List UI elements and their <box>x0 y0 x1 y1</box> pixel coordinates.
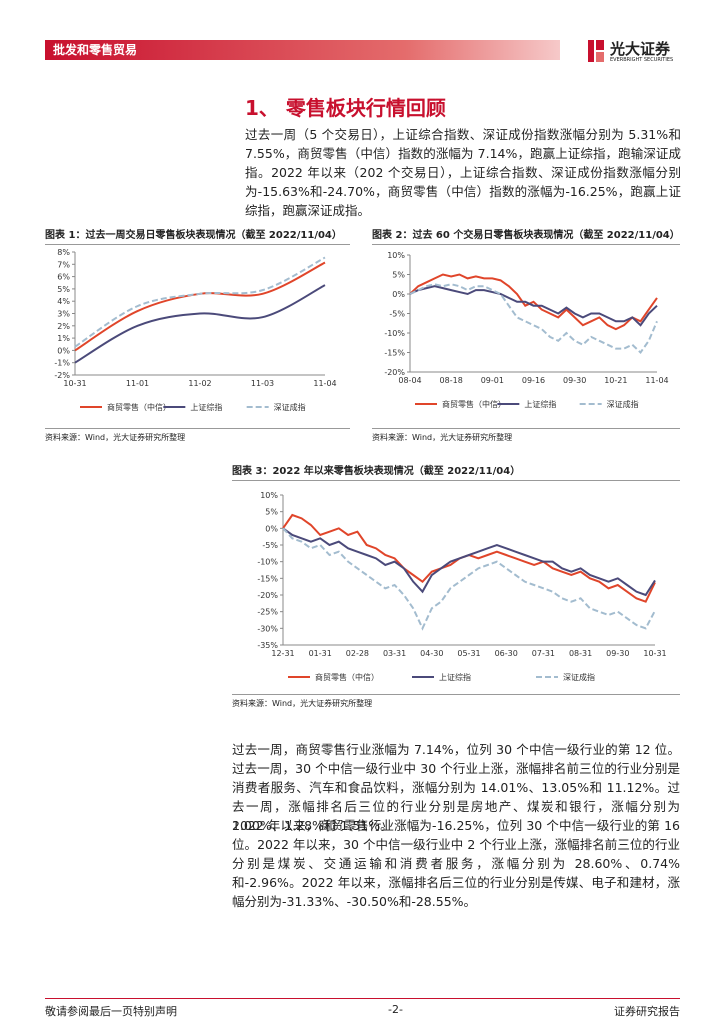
y-tick-label: 5% <box>57 285 70 294</box>
x-tick-label: 05-31 <box>457 649 480 658</box>
page-number: -2- <box>388 1003 403 1016</box>
y-tick-label: -5% <box>262 541 278 550</box>
y-tick-label: -5% <box>389 310 405 319</box>
section-bar: 批发和零售贸易 <box>45 40 560 60</box>
y-tick-label: 8% <box>57 248 70 257</box>
legend-label: 商贸零售（中信） <box>442 399 506 409</box>
disclaimer: 敬请参阅最后一页特别声明 <box>45 1005 177 1018</box>
footer-label: 证券研究报告 <box>614 1005 680 1018</box>
series-line <box>409 283 658 355</box>
y-tick-label: -20% <box>384 368 405 377</box>
legend-label: 深证成指 <box>607 399 639 409</box>
y-tick-label: -10% <box>384 329 405 338</box>
x-tick-label: 06-30 <box>495 649 518 658</box>
section-title: 1、 零售板块行情回顾 <box>245 96 446 120</box>
series-line <box>409 285 658 327</box>
y-tick-label: -30% <box>257 624 278 633</box>
chart-title: 图表 1：过去一周交易日零售板块表现情况（截至 2022/11/04） <box>45 226 350 245</box>
y-tick-label: 5% <box>392 271 405 280</box>
series-line <box>74 256 326 348</box>
x-tick-label: 10-31 <box>63 379 86 388</box>
x-tick-label: 11-02 <box>188 379 211 388</box>
x-tick-label: 09-30 <box>563 376 586 385</box>
y-tick-label: -10% <box>257 558 278 567</box>
x-tick-label: 08-18 <box>440 376 463 385</box>
x-tick-label: 10-21 <box>604 376 627 385</box>
x-tick-label: 04-30 <box>420 649 443 658</box>
x-tick-label: 11-04 <box>645 376 668 385</box>
logo: 光大证券 EVERBRIGHT SECURITIES <box>588 36 688 68</box>
legend-label: 深证成指 <box>563 672 595 682</box>
x-tick-label: 09-16 <box>522 376 545 385</box>
footer: 敬请参阅最后一页特别声明 -2- 证券研究报告 <box>45 998 680 1019</box>
legend-label: 上证综指 <box>439 672 471 682</box>
legend-label: 深证成指 <box>274 402 306 412</box>
legend-label: 上证综指 <box>524 399 556 409</box>
x-tick-label: 09-01 <box>481 376 504 385</box>
y-tick-label: -20% <box>257 591 278 600</box>
legend-label: 商贸零售（中信） <box>107 402 171 412</box>
y-tick-label: -15% <box>384 349 405 358</box>
y-tick-label: 7% <box>57 260 70 269</box>
y-tick-label: -15% <box>257 574 278 583</box>
y-tick-label: -25% <box>257 608 278 617</box>
chart-source: 资料来源：Wind，光大证券研究所整理 <box>45 428 350 443</box>
series-line <box>74 284 326 364</box>
y-tick-label: -2% <box>54 371 70 380</box>
chart-source: 资料来源：Wind，光大证券研究所整理 <box>232 694 680 709</box>
x-tick-label: 03-31 <box>383 649 406 658</box>
logo-mark <box>588 40 604 62</box>
series-line <box>282 527 656 631</box>
chart-title: 图表 2：过去 60 个交易日零售板块表现情况（截至 2022/11/04） <box>372 226 680 245</box>
legend-label: 商贸零售（中信） <box>315 672 379 682</box>
y-tick-label: 10% <box>387 251 405 260</box>
x-tick-label: 01-31 <box>309 649 332 658</box>
x-tick-label: 07-31 <box>532 649 555 658</box>
legend-label: 上证综指 <box>190 402 222 412</box>
x-tick-label: 11-04 <box>313 379 336 388</box>
y-tick-label: 10% <box>260 491 278 500</box>
series-line <box>282 513 656 603</box>
body-paragraph: 过去一周，商贸零售行业涨幅为 7.14%，位列 30 个中信一级行业的第 12 … <box>232 742 680 833</box>
chart: -35% -30% -25% -20% -15% -10% -5% 0% 5% 10% 12-31 0… <box>257 491 666 682</box>
y-tick-label: 0% <box>57 346 70 355</box>
chart: -20% -15% -10% -5% 0% 5% 10% 08-04 08-18 09-01 09-… <box>384 251 668 409</box>
series-line <box>409 273 658 331</box>
chart-source: 资料来源：Wind，光大证券研究所整理 <box>372 428 680 443</box>
x-tick-label: 08-04 <box>398 376 421 385</box>
chart: -2% -1% 0% 1% 2% 3% 4% 5% 6% 7% 8% 10-31 11-01 11-02 1… <box>54 248 336 412</box>
body-paragraph: 2022 年以来，商贸零售行业涨幅为-16.25%，位列 30 个中信一级行业的… <box>232 818 680 909</box>
y-tick-label: -1% <box>54 359 70 368</box>
y-tick-label: 6% <box>57 273 70 282</box>
x-tick-label: 10-31 <box>643 649 666 658</box>
company-en: EVERBRIGHT SECURITIES <box>610 57 674 63</box>
x-tick-label: 02-28 <box>346 649 369 658</box>
y-tick-label: 3% <box>57 310 70 319</box>
x-tick-label: 11-03 <box>251 379 274 388</box>
y-tick-label: 0% <box>392 290 405 299</box>
x-tick-label: 11-01 <box>126 379 149 388</box>
chart-title: 图表 3：2022 年以来零售板块表现情况（截至 2022/11/04） <box>232 462 680 481</box>
x-tick-label: 12-31 <box>271 649 294 658</box>
series-line <box>282 527 656 597</box>
y-tick-label: -35% <box>257 641 278 650</box>
x-tick-label: 08-31 <box>569 649 592 658</box>
y-tick-label: 2% <box>57 322 70 331</box>
x-tick-label: 09-30 <box>606 649 629 658</box>
y-tick-label: 1% <box>57 334 70 343</box>
y-tick-label: 0% <box>265 524 278 533</box>
y-tick-label: 4% <box>57 297 70 306</box>
y-tick-label: 5% <box>265 508 278 517</box>
intro: 过去一周（5 个交易日），上证综合指数、深证成份指数涨幅分别为 5.31%和 7… <box>245 127 681 218</box>
company: 光大证券 <box>610 40 671 58</box>
